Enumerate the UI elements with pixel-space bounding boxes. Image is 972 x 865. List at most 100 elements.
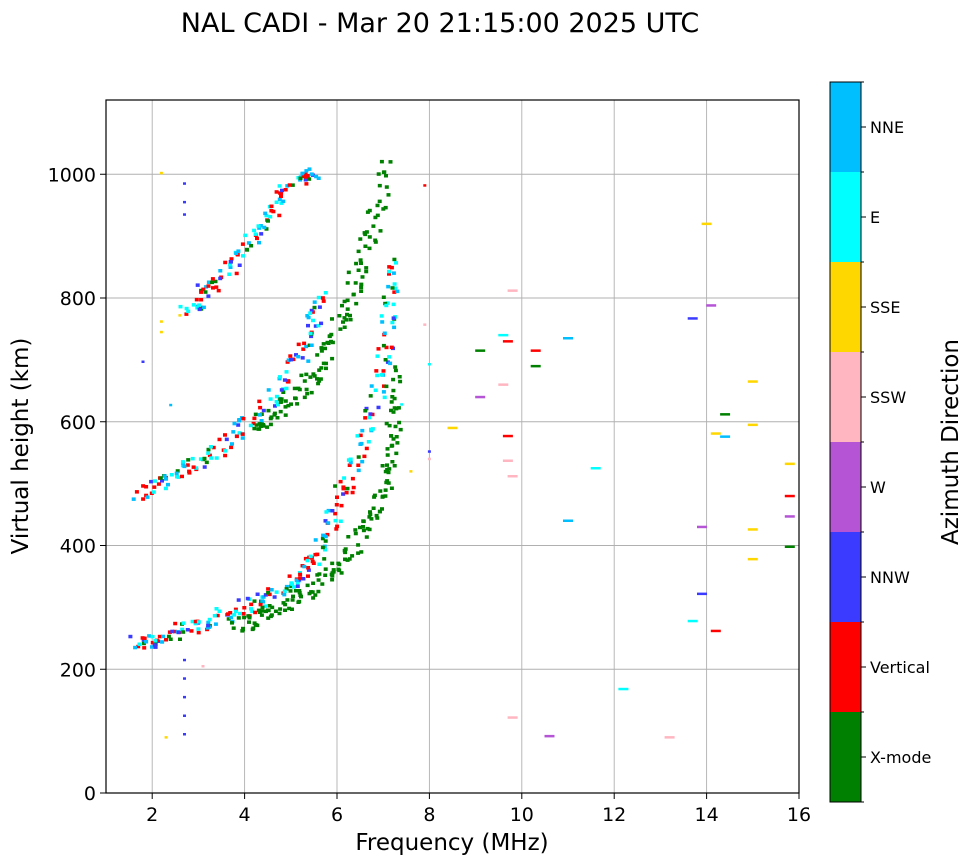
echo-cell — [364, 269, 369, 274]
echo-cell — [186, 309, 191, 314]
plot-background — [106, 100, 799, 793]
echo-cell — [375, 354, 380, 358]
echo-cell — [258, 405, 263, 410]
echo-cell — [260, 605, 265, 610]
echo-cell — [350, 476, 355, 481]
echo-cell — [246, 241, 251, 245]
echo-cell — [345, 312, 349, 317]
echo-cell — [258, 424, 263, 428]
echo-cell — [249, 607, 253, 611]
echo-cell — [232, 613, 237, 617]
echo-cell — [240, 436, 245, 440]
colorbar-title: Azimuth Direction — [938, 339, 964, 545]
echo-cell — [180, 460, 185, 464]
echo-cell — [345, 558, 350, 562]
echo-cell — [128, 634, 133, 639]
echo-cell — [304, 387, 309, 392]
echo-cell — [311, 596, 316, 600]
echo-cell — [217, 609, 222, 613]
echo-cell — [341, 485, 346, 489]
x-axis: 2 4 6 8 10 12 14 16 — [146, 793, 811, 826]
echo-cell — [384, 345, 389, 350]
echo-cell — [369, 427, 373, 432]
echo-cell — [147, 634, 152, 638]
echo-cell — [261, 595, 266, 599]
echo-cell — [223, 449, 228, 453]
echo-cell — [360, 459, 365, 464]
echo-cell — [266, 219, 270, 223]
echo-cell — [380, 464, 385, 468]
echo-cell — [331, 568, 336, 572]
echo-cell — [311, 581, 316, 585]
echo-cell — [197, 307, 202, 312]
echo-cell — [382, 384, 386, 388]
echo-cell — [380, 320, 385, 324]
echo-cell — [231, 430, 236, 434]
echo-cell — [364, 535, 369, 539]
echo-cell — [287, 183, 292, 187]
x-tick-label: 2 — [146, 804, 158, 826]
echo-cell — [297, 578, 302, 582]
echo-cell — [354, 261, 359, 266]
echo-cell — [392, 396, 397, 401]
echo-cell — [190, 456, 195, 461]
echo-cell — [257, 226, 262, 230]
echo-point — [159, 320, 163, 323]
echo-cell — [263, 604, 267, 608]
echo-cell — [321, 342, 326, 346]
echo-cell — [302, 395, 307, 400]
echo-cell — [326, 521, 331, 525]
echo-cell — [301, 577, 306, 581]
echo-cell — [316, 381, 321, 386]
echo-cell — [342, 316, 347, 320]
echo-cell — [163, 486, 168, 491]
echo-cell — [305, 558, 310, 563]
echo-cell — [390, 395, 395, 399]
echo-cell — [315, 353, 320, 357]
echo-cell — [291, 585, 296, 589]
echo-cell — [285, 598, 290, 602]
echo-cell — [304, 174, 308, 178]
echo-cell — [356, 455, 361, 459]
echo-cell — [381, 295, 386, 299]
echo-cell — [394, 451, 399, 456]
echo-cell — [367, 235, 372, 239]
echo-cell — [353, 281, 358, 285]
echo-cell — [150, 640, 155, 645]
echo-cell — [196, 620, 201, 624]
echo-cell — [319, 321, 324, 326]
echo-cell — [278, 375, 282, 379]
echo-point — [747, 557, 758, 561]
echo-cell — [361, 525, 365, 529]
echo-point — [618, 687, 629, 691]
echo-cell — [250, 609, 255, 614]
echo-cell — [160, 479, 164, 483]
echo-cell — [327, 334, 332, 339]
echo-cell — [324, 510, 329, 514]
echo-cell — [369, 384, 374, 388]
echo-point — [169, 403, 173, 407]
echo-cell — [236, 616, 241, 620]
echo-cell — [308, 375, 313, 379]
echo-cell — [195, 306, 200, 310]
echo-cell — [264, 227, 269, 231]
colorbar-segment — [830, 82, 861, 172]
echo-cell — [309, 334, 314, 339]
echo-cell — [269, 209, 274, 213]
echo-point — [159, 330, 163, 334]
echo-cell — [363, 409, 368, 413]
echo-cell — [387, 265, 392, 269]
echo-cell — [377, 199, 382, 204]
echo-cell — [272, 411, 277, 416]
echo-cell — [194, 466, 199, 470]
echo-cell — [333, 511, 338, 516]
echo-cell — [298, 176, 303, 181]
echo-cell — [346, 458, 351, 462]
echo-cell — [266, 408, 271, 413]
echo-cell — [260, 599, 265, 603]
echo-point — [747, 528, 758, 531]
echo-cell — [203, 290, 208, 294]
echo-cell — [207, 617, 212, 622]
echo-cell — [388, 160, 393, 164]
echo-cell — [249, 602, 254, 607]
